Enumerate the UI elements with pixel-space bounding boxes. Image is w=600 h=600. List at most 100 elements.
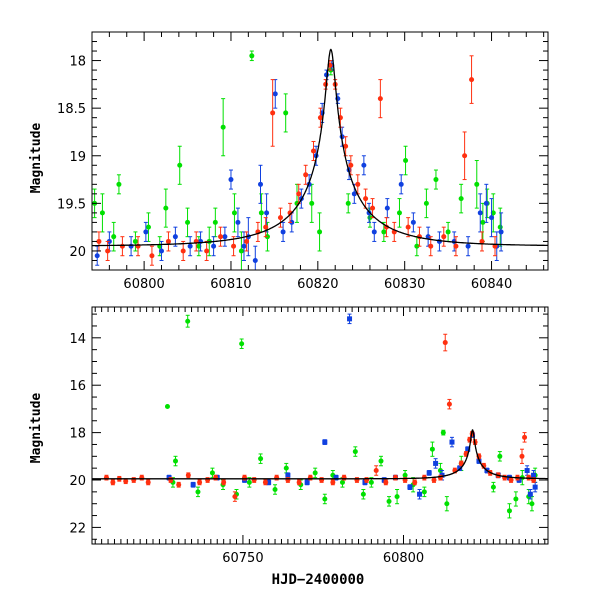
point-marker: [158, 248, 164, 254]
data-point: [506, 503, 512, 519]
data-point: [366, 202, 372, 223]
bottom-panel-x-axis-label: HJD−2400000: [272, 572, 365, 588]
point-marker: [262, 479, 268, 485]
point-marker: [348, 162, 354, 168]
point-marker: [431, 477, 437, 483]
data-point: [429, 441, 435, 457]
data-point: [187, 236, 193, 257]
data-point: [414, 236, 420, 257]
data-point: [195, 486, 201, 498]
data-point: [440, 429, 446, 436]
point-marker: [185, 219, 191, 225]
data-point: [145, 479, 151, 486]
data-point: [322, 493, 328, 505]
data-point: [444, 496, 450, 512]
data-point: [111, 221, 117, 252]
data-point: [524, 465, 530, 476]
bottom-panel-y-axis-label: Magnitude: [29, 393, 44, 464]
data-point: [377, 79, 383, 119]
data-point: [244, 231, 250, 252]
point-marker: [99, 210, 105, 216]
point-marker: [378, 458, 384, 464]
point-marker: [453, 243, 459, 249]
point-marker: [285, 472, 291, 478]
point-marker: [209, 470, 215, 476]
data-point: [232, 491, 238, 502]
point-marker: [317, 115, 323, 121]
point-marker: [132, 238, 138, 244]
top-panel-y-axis-label: Magnitude: [29, 123, 44, 194]
point-marker: [417, 491, 423, 497]
data-point: [462, 131, 468, 181]
data-point: [252, 245, 258, 270]
data-point: [442, 333, 448, 352]
point-marker: [164, 404, 170, 410]
y-tick-label: 22: [69, 521, 86, 536]
point-marker: [343, 143, 349, 149]
data-point: [392, 474, 398, 481]
top-panel-model-curve: [92, 48, 548, 247]
data-point: [180, 240, 186, 261]
point-marker: [396, 210, 402, 216]
point-marker: [266, 479, 272, 485]
point-marker: [527, 491, 533, 497]
point-marker: [407, 484, 413, 490]
point-marker: [235, 219, 241, 225]
point-marker: [457, 465, 463, 471]
data-point: [417, 488, 423, 500]
data-point: [235, 207, 241, 238]
point-marker: [361, 162, 367, 168]
data-point: [285, 472, 291, 479]
point-marker: [258, 210, 264, 216]
point-marker: [402, 472, 408, 478]
data-point: [228, 169, 234, 190]
point-marker: [498, 229, 504, 235]
bottom-panel-model-curve: [92, 429, 548, 480]
bottom-panel-ticks: [92, 307, 548, 544]
point-marker: [383, 479, 389, 485]
data-point: [396, 198, 402, 228]
data-point: [498, 212, 504, 252]
point-marker: [270, 110, 276, 116]
y-tick-label: 20: [69, 474, 86, 489]
point-marker: [531, 472, 537, 478]
data-point: [453, 236, 459, 257]
data-point: [176, 481, 182, 488]
point-marker: [246, 479, 252, 485]
point-marker: [249, 53, 255, 59]
point-marker: [172, 234, 178, 240]
point-marker: [373, 468, 379, 474]
data-point: [277, 207, 283, 228]
data-point: [172, 455, 178, 467]
data-point: [99, 193, 105, 233]
point-marker: [258, 181, 264, 187]
point-marker: [94, 253, 100, 259]
data-point: [249, 50, 255, 62]
data-point: [348, 155, 354, 176]
point-marker: [264, 210, 270, 216]
point-marker: [222, 234, 228, 240]
point-marker: [506, 508, 512, 514]
point-marker: [218, 234, 224, 240]
point-marker: [220, 124, 226, 130]
data-point: [513, 491, 519, 507]
point-marker: [322, 439, 328, 445]
data-point: [445, 221, 451, 242]
data-point: [527, 488, 533, 500]
point-marker: [441, 234, 447, 240]
point-marker: [355, 181, 361, 187]
point-marker: [462, 153, 468, 159]
data-point: [149, 245, 155, 266]
point-marker: [381, 229, 387, 235]
point-marker: [177, 162, 183, 168]
data-point: [412, 479, 418, 486]
data-point: [373, 465, 379, 476]
y-tick-label: 19: [69, 150, 86, 165]
point-marker: [394, 494, 400, 500]
point-marker: [490, 484, 496, 490]
point-marker: [370, 205, 376, 211]
point-marker: [480, 219, 486, 225]
x-tick-label: 60800: [383, 551, 424, 566]
point-marker: [352, 449, 358, 455]
